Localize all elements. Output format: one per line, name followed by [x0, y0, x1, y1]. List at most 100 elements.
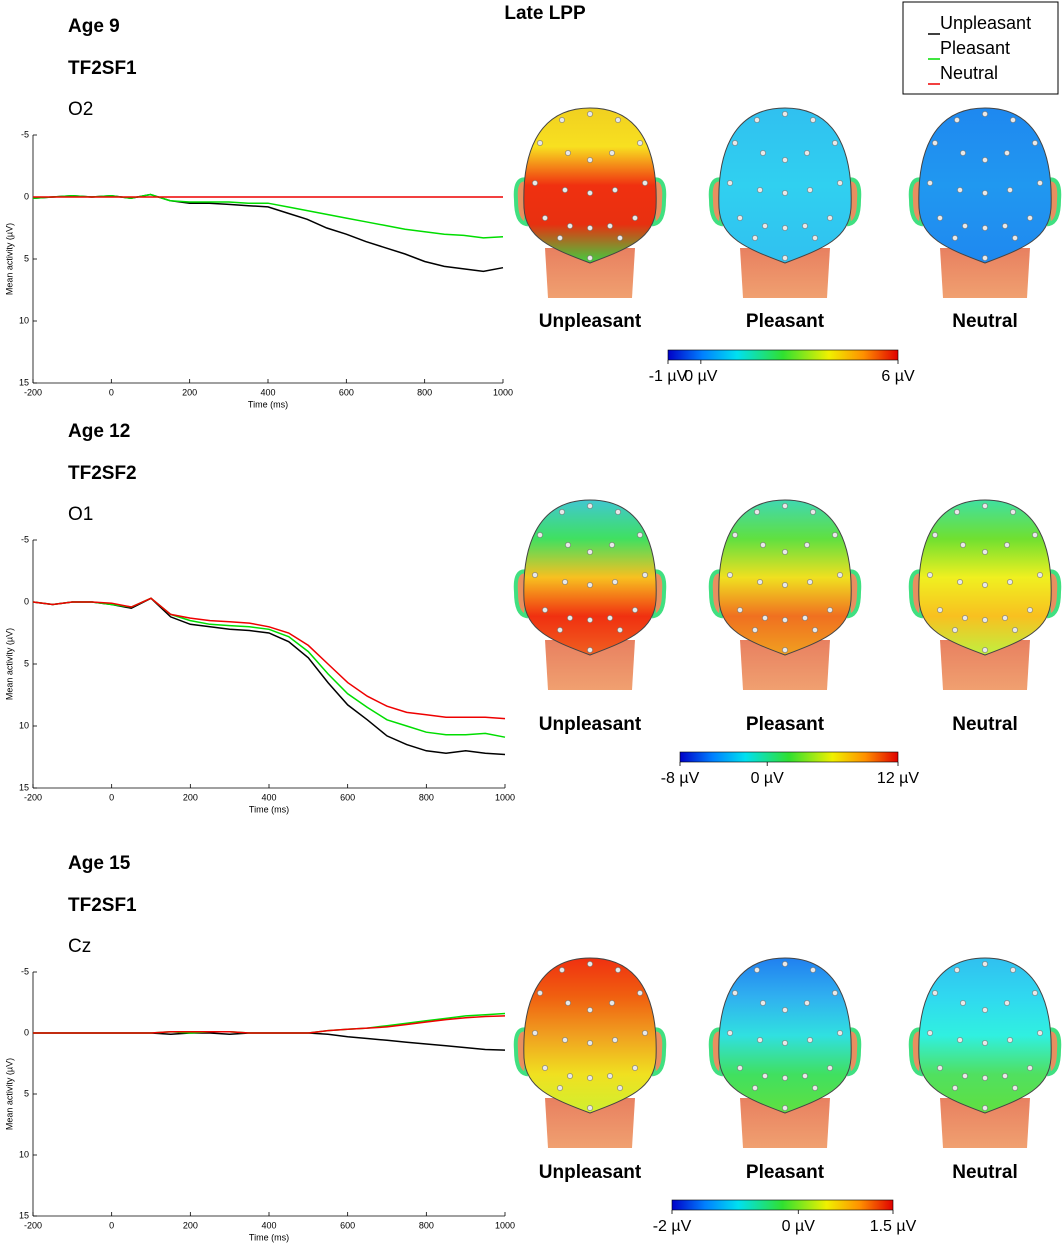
electrode-label: Cz: [68, 936, 91, 957]
electrode: [587, 1007, 593, 1013]
electrode: [752, 1085, 758, 1091]
electrode: [952, 1085, 958, 1091]
colorbar-tick-label: -1 µV: [649, 368, 688, 385]
electrode: [954, 967, 960, 973]
x-tick-label: 1000: [495, 1220, 515, 1230]
legend-box: [902, 1, 1059, 95]
electrode: [927, 572, 933, 578]
electrode: [1027, 215, 1033, 221]
electrode: [565, 1000, 571, 1006]
electrode: [559, 509, 565, 515]
electrode: [1032, 140, 1038, 146]
electrode: [637, 140, 643, 146]
electrode: [837, 572, 843, 578]
electrode: [1012, 1085, 1018, 1091]
topomap-label: Unpleasant: [539, 311, 642, 332]
electrode: [782, 225, 788, 231]
electrode: [982, 190, 988, 196]
panel-title: Age 12: [68, 421, 130, 442]
head-neck: [545, 1098, 635, 1148]
colorbar: [671, 1199, 894, 1211]
x-tick-label: 800: [419, 792, 434, 802]
electrode: [1004, 542, 1010, 548]
electrode: [587, 582, 593, 588]
electrode: [782, 1105, 788, 1111]
electrode: [932, 532, 938, 538]
y-tick-label: 10: [19, 315, 29, 325]
electrode: [567, 615, 573, 621]
electrode: [937, 1065, 943, 1071]
electrode: [737, 1065, 743, 1071]
electrode: [609, 542, 615, 548]
x-tick-label: 400: [261, 792, 276, 802]
electrode: [557, 235, 563, 241]
electrode: [827, 607, 833, 613]
electrode: [587, 961, 593, 967]
electrode: [754, 967, 760, 973]
head-scalp: [523, 499, 657, 656]
x-tick-label: 200: [183, 1220, 198, 1230]
y-axis-label: Mean activity (µV): [4, 1058, 14, 1130]
electrode: [960, 150, 966, 156]
electrode: [587, 1075, 593, 1081]
electrode: [537, 990, 543, 996]
x-tick-label: 0: [109, 792, 114, 802]
electrode: [782, 1007, 788, 1013]
electrode: [762, 223, 768, 229]
y-tick-label: 15: [19, 782, 29, 792]
x-tick-label: 400: [261, 1220, 276, 1230]
electrode: [982, 157, 988, 163]
electrode: [752, 235, 758, 241]
electrode: [1007, 579, 1013, 585]
electrode: [1032, 532, 1038, 538]
y-tick-label: 5: [24, 658, 29, 668]
electrode: [804, 1000, 810, 1006]
electrode: [757, 187, 763, 193]
x-tick-label: 400: [260, 387, 275, 397]
electrode: [642, 1030, 648, 1036]
electrode: [937, 215, 943, 221]
electrode: [812, 1085, 818, 1091]
electrode: [587, 617, 593, 623]
y-tick-label: 5: [24, 1088, 29, 1098]
electrode-label: O2: [68, 99, 93, 120]
legend-label: Neutral: [940, 63, 998, 83]
electrode: [532, 180, 538, 186]
electrode: [782, 549, 788, 555]
electrode: [954, 117, 960, 123]
electrode: [559, 967, 565, 973]
electrode: [927, 1030, 933, 1036]
x-tick-label: 600: [340, 792, 355, 802]
colorbar-tick-label: 12 µV: [877, 770, 919, 787]
electrode: [1004, 150, 1010, 156]
electrode: [812, 235, 818, 241]
electrode: [567, 1073, 573, 1079]
head-scalp: [718, 957, 852, 1114]
legend-label: Unpleasant: [940, 13, 1031, 33]
electrode: [782, 111, 788, 117]
electrode: [562, 187, 568, 193]
electrode: [962, 223, 968, 229]
electrode: [1002, 1073, 1008, 1079]
electrode: [832, 140, 838, 146]
electrode: [982, 647, 988, 653]
line-series: [33, 1015, 506, 1034]
electrode: [587, 111, 593, 117]
electrode: [760, 542, 766, 548]
y-tick-label: 5: [24, 253, 29, 263]
electrode: [810, 967, 816, 973]
electrode: [1012, 627, 1018, 633]
electrode: [617, 627, 623, 633]
topomap-label: Unpleasant: [539, 714, 642, 735]
electrode: [954, 509, 960, 515]
electrode: [782, 1075, 788, 1081]
electrode: [542, 215, 548, 221]
topomap-label: Pleasant: [746, 1162, 825, 1183]
y-axis-label: Mean activity (µV): [4, 223, 14, 295]
x-tick-label: -200: [24, 792, 42, 802]
electrode: [754, 117, 760, 123]
electrode: [587, 503, 593, 509]
electrode: [932, 140, 938, 146]
topomap-label: Neutral: [952, 714, 1017, 735]
head-neck: [940, 248, 1030, 298]
